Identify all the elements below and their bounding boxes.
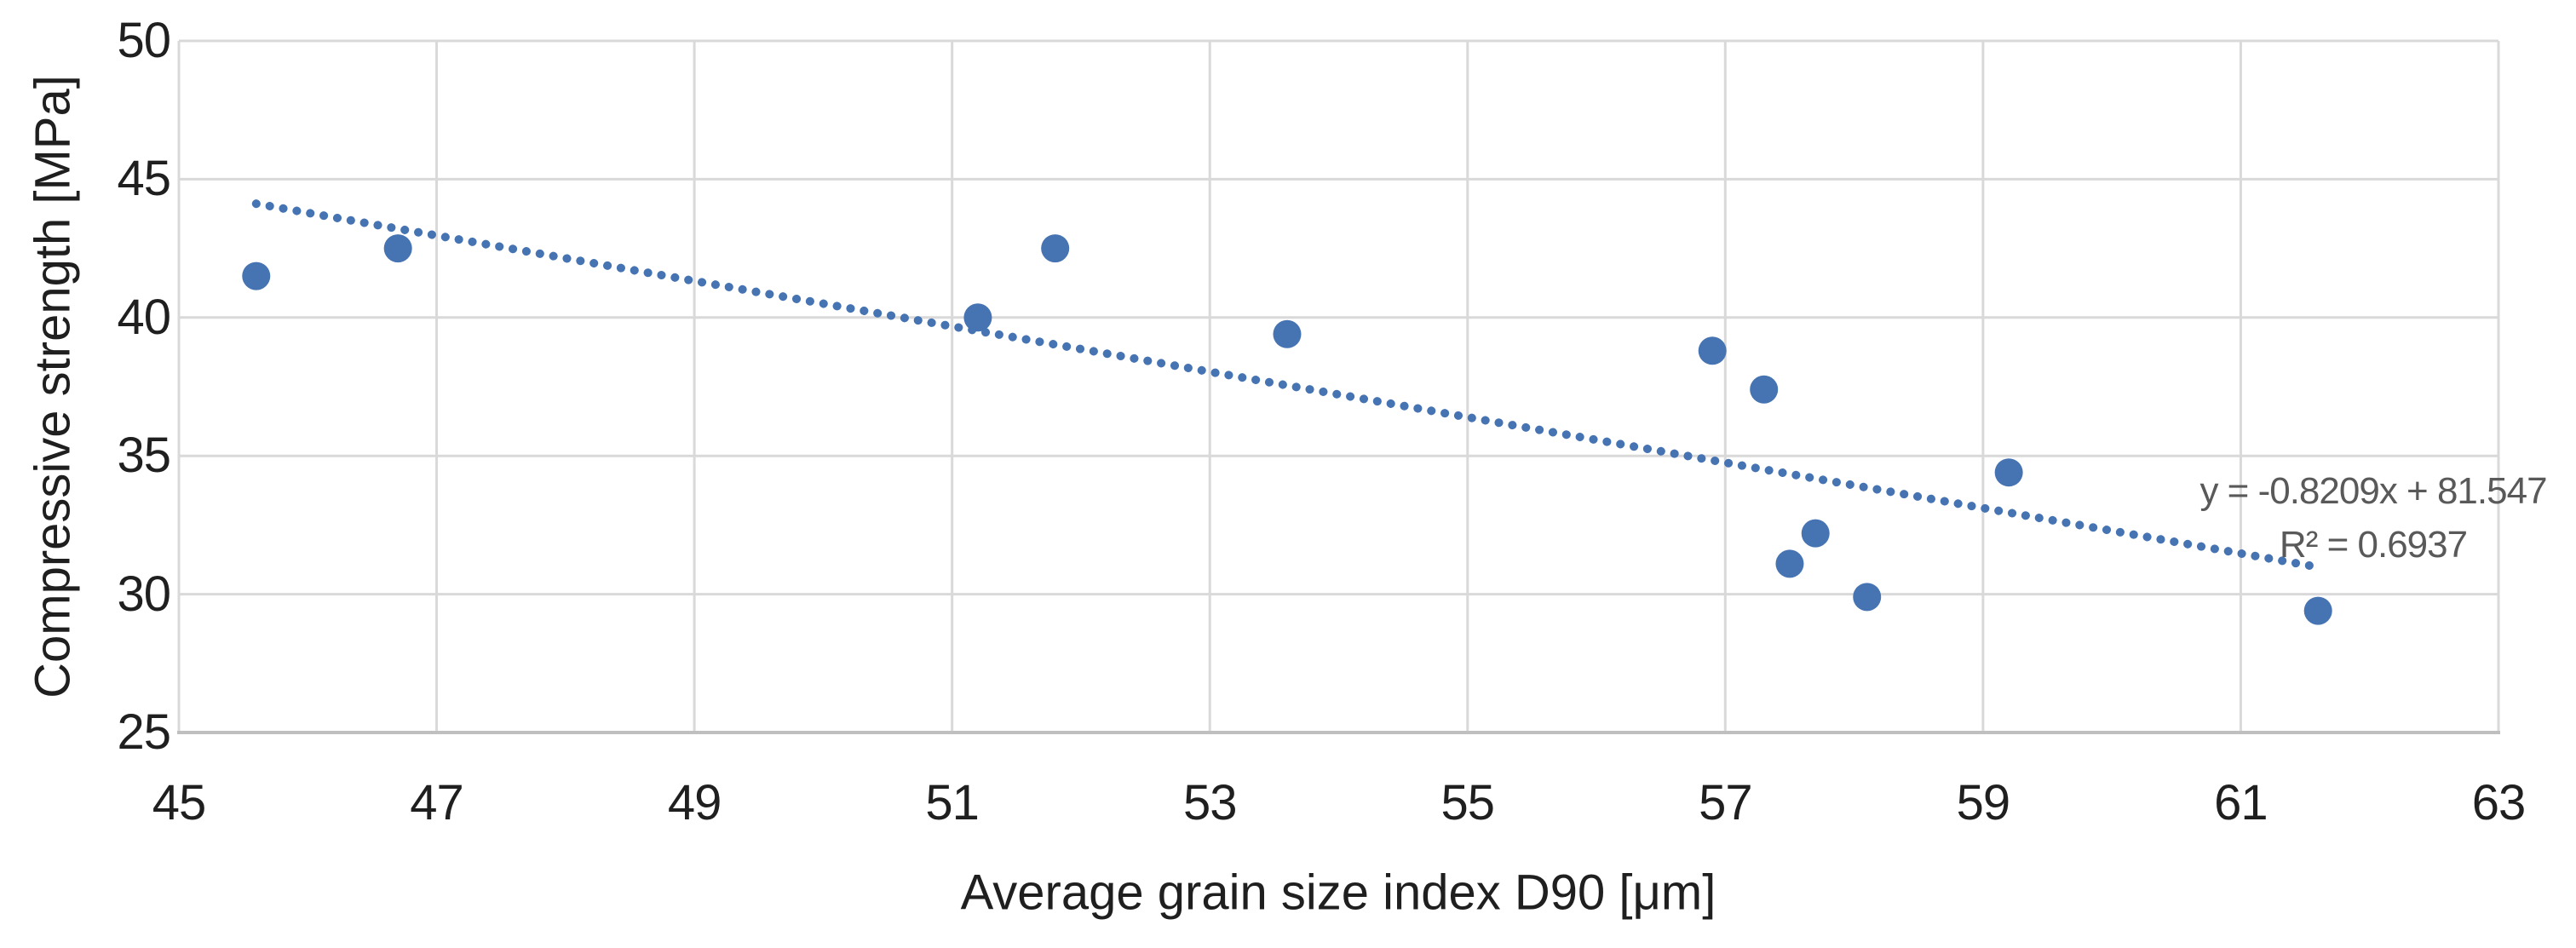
y-tick-label: 35 xyxy=(117,428,171,484)
trendline-r-squared: R² = 0.6937 xyxy=(2279,524,2468,566)
data-point xyxy=(242,261,271,290)
x-tick-label: 55 xyxy=(1440,775,1496,830)
y-tick-label: 40 xyxy=(117,289,171,345)
y-tick-label: 45 xyxy=(117,151,171,207)
data-point xyxy=(963,303,992,332)
data-point xyxy=(1698,336,1727,365)
trendline xyxy=(251,199,2323,572)
y-axis-title: Compressive strength [MPa] xyxy=(25,75,81,698)
data-point xyxy=(1041,234,1070,263)
data-point xyxy=(1775,549,1804,578)
x-axis-title: Average grain size index D90 [μm] xyxy=(960,865,1716,921)
y-tick-label: 50 xyxy=(117,13,171,68)
y-tick-label: 30 xyxy=(117,566,171,622)
data-point xyxy=(1994,458,2023,487)
data-point xyxy=(383,234,412,263)
data-point xyxy=(1273,319,1302,348)
x-tick-label: 45 xyxy=(152,775,207,830)
x-tick-label: 47 xyxy=(410,775,464,830)
x-tick-label: 51 xyxy=(925,775,980,830)
data-point xyxy=(2303,596,2332,625)
trendline-equation: y = -0.8209x + 81.547 xyxy=(2199,470,2547,512)
x-tick-label: 53 xyxy=(1182,775,1238,830)
x-tick-label: 57 xyxy=(1699,775,1753,830)
x-tick-label: 63 xyxy=(2471,775,2527,830)
x-tick-label: 49 xyxy=(667,775,722,830)
x-tick-label: 61 xyxy=(2214,775,2268,830)
data-point xyxy=(1801,519,1830,548)
trendline-annotation: y = -0.8209x + 81.547 R² = 0.6937 xyxy=(2186,464,2561,572)
y-tick-label: 25 xyxy=(117,704,171,760)
data-point xyxy=(1853,583,1882,612)
data-point xyxy=(1750,375,1779,404)
x-tick-label: 59 xyxy=(1956,775,2011,830)
